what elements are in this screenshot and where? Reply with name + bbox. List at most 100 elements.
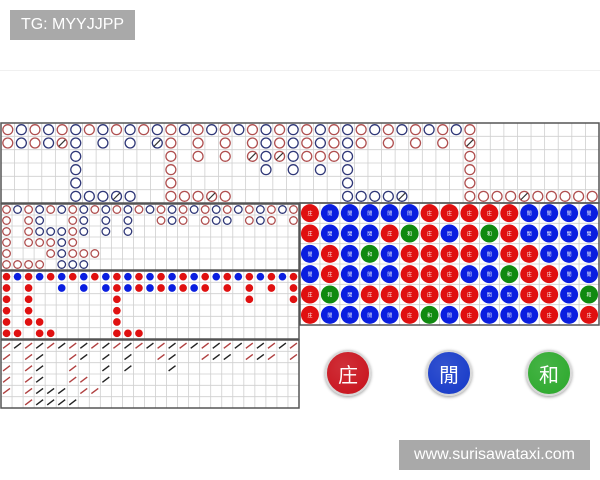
player-slash-mark [46,399,55,406]
banker-ring-mark [545,190,558,202]
bead-label: 閒 [487,313,492,319]
player-ring-mark [341,190,354,202]
player-bead [480,305,499,324]
banker-dot-mark [2,318,11,326]
player-ring-mark [314,137,327,149]
bead-label: 庄 [467,312,472,319]
player-ring-mark [35,216,45,225]
banker-bead [500,244,519,263]
bead-label: 庄 [507,231,512,238]
bead-label: 閒 [327,211,332,217]
banker-dot-mark [113,306,121,315]
banker-ring-mark [68,238,78,247]
banker-ring-mark [559,190,571,202]
banker-slash-mark [179,342,187,349]
player-slash-mark [124,353,132,361]
banker-ring-mark [156,216,166,225]
player-ring-mark [13,205,23,214]
player-slash-mark [46,387,55,395]
banker-ring-mark [112,205,122,214]
banker-slash-mark [113,342,121,349]
banker-ring-mark [138,124,150,136]
player-slash-mark [256,353,265,361]
player-bead [340,244,359,263]
player-button[interactable]: 閒 [426,350,472,396]
banker-slash-mark [223,342,232,349]
banker-bead [460,244,479,263]
banker-dot-mark [113,295,121,304]
banker-bead [460,285,479,304]
banker-ring-mark [491,190,503,202]
banker-slash-mark [245,342,254,349]
banker-slash-mark [2,342,11,349]
banker-bead [460,305,479,324]
player-bead [580,224,599,243]
player-dot-mark [146,272,154,281]
bead-label: 閒 [367,272,372,278]
divider [0,70,600,71]
player-slash-mark [101,365,110,372]
player-slash-mark [57,342,66,349]
banker-ring-mark [2,205,11,214]
bead-label: 庄 [387,231,392,238]
player-ring-mark [287,124,299,136]
banker-ring-mark [165,164,177,176]
banker-ring-mark [273,150,286,162]
banker-bead [500,204,519,223]
banker-ring-mark [110,124,123,136]
player-ring-mark [79,205,89,214]
banker-bead [400,244,419,263]
bead-label: 閒 [467,272,472,278]
banker-bead [440,204,459,223]
tie-slash-mark [207,192,216,201]
bead-label: 庄 [447,271,452,278]
player-dot-mark [234,272,243,281]
player-bead [580,204,599,223]
banker-ring-mark [46,249,56,258]
player-ring-mark [97,124,109,136]
banker-ring-mark [219,137,231,149]
tie-slash-mark [466,139,474,147]
bead-label: 庄 [447,292,452,299]
banker-slash-mark [2,353,11,361]
player-bead [340,204,359,223]
player-slash-mark [168,365,176,372]
player-dot-mark [57,272,66,281]
player-ring-mark [101,216,111,225]
player-slash-mark [101,376,110,383]
banker-slash-mark [24,387,33,395]
banker-button[interactable]: 庄 [325,350,371,396]
player-slash-mark [223,353,232,361]
banker-ring-mark [178,205,188,214]
banker-bead [540,285,559,304]
banker-dot-mark [245,272,254,281]
banker-ring-mark [464,164,476,176]
bead-label: 閒 [447,232,452,238]
banker-dot-mark [35,329,44,338]
bead-label: 閒 [447,313,452,319]
banker-dot-mark [289,272,298,281]
banker-slash-mark [267,353,276,361]
bead-label: 閒 [487,272,492,278]
tie-button[interactable]: 和 [526,350,572,396]
banker-slash-mark [24,376,33,383]
bead-label: 閒 [487,252,492,258]
banker-ring-mark [35,238,45,247]
player-ring-mark [255,205,265,214]
banker-slash-mark [267,342,276,349]
banker-slash-mark [2,387,11,395]
player-bead [300,265,319,284]
player-ring-mark [57,238,67,247]
bead-label: 閒 [347,313,352,319]
banker-ring-mark [219,190,231,202]
player-bead [360,305,379,324]
bead-label: 庄 [327,251,332,258]
player-slash-mark [212,353,221,361]
player-ring-mark [314,124,327,136]
bead-label: 庄 [307,210,312,217]
player-dot-mark [35,272,44,281]
player-slash-mark [146,342,154,349]
tie-slash-mark [153,139,161,147]
bead-label: 和 [367,251,372,258]
player-ring-mark [15,124,28,136]
